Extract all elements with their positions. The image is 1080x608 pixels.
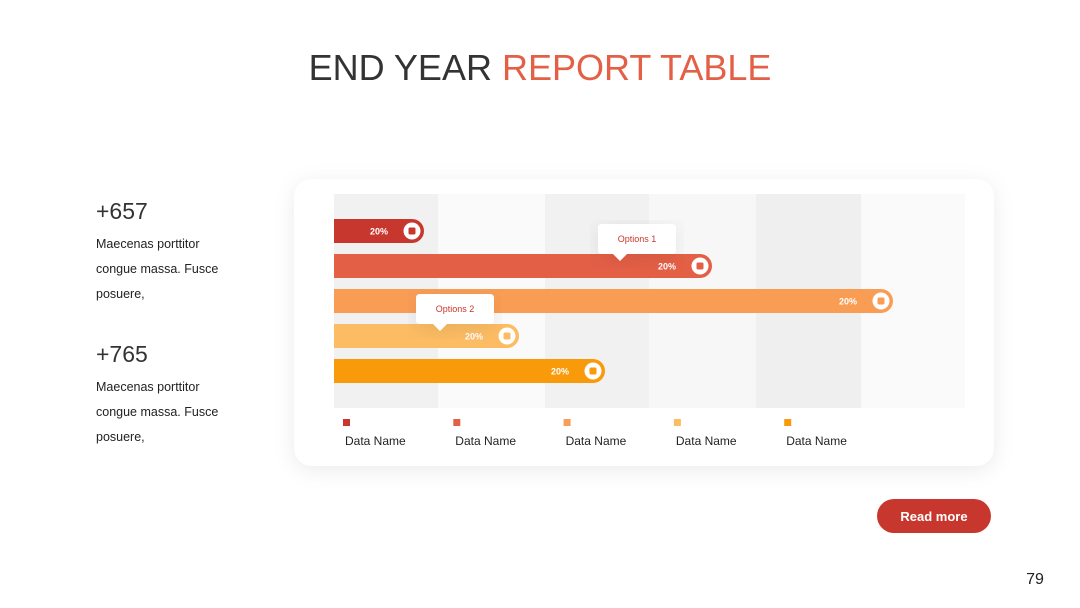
bar-icon-glyph [877, 297, 885, 305]
legend-swatch [784, 419, 792, 426]
button-label[interactable]: Read more [900, 509, 967, 524]
title: END YEAR REPORT TABLE [309, 47, 772, 88]
callout-box [598, 224, 676, 261]
bar-label: 20% [839, 297, 857, 307]
legend-label: Data Name [786, 434, 847, 448]
legend-swatch [343, 419, 350, 426]
title-part: END YEAR [309, 47, 492, 88]
bar-icon-glyph [408, 227, 416, 235]
title-part: REPORT TABLE [502, 47, 771, 88]
bar [334, 324, 519, 348]
legend: Data Name Data Name Data Name Data Name Data… [343, 419, 847, 448]
callout-label: Options 2 [436, 304, 475, 314]
bar-icon-glyph [696, 262, 704, 270]
callouts: Options 1 Options 2 [416, 224, 676, 331]
stat-value: +765 [96, 341, 148, 367]
callout-box [416, 294, 494, 331]
page-number: 79 [1026, 571, 1044, 588]
bar [334, 254, 712, 278]
stat-text: Maecenas porttitor congue massa. Fusce p… [96, 380, 219, 444]
callout-label: Options 1 [618, 234, 657, 244]
bar-label: 20% [551, 367, 569, 377]
stat-text: Maecenas porttitor congue massa. Fusce p… [96, 237, 219, 301]
legend-swatch [673, 419, 681, 426]
bar [334, 219, 424, 243]
legend-label: Data Name [676, 434, 737, 448]
bar-label: 20% [658, 262, 676, 272]
bar-icon-glyph [589, 367, 597, 375]
stat-value: +657 [96, 198, 148, 224]
bar [334, 359, 605, 383]
bar-label: 20% [370, 227, 388, 237]
read-more-button[interactable] [877, 499, 991, 533]
legend-swatch [563, 419, 571, 426]
legend-label: Data Name [566, 434, 627, 448]
legend-label: Data Name [345, 434, 406, 448]
legend-swatch [453, 419, 461, 426]
bar-icon-glyph [503, 332, 511, 340]
bar-label: 20% [465, 332, 483, 342]
legend-label: Data Name [455, 434, 516, 448]
